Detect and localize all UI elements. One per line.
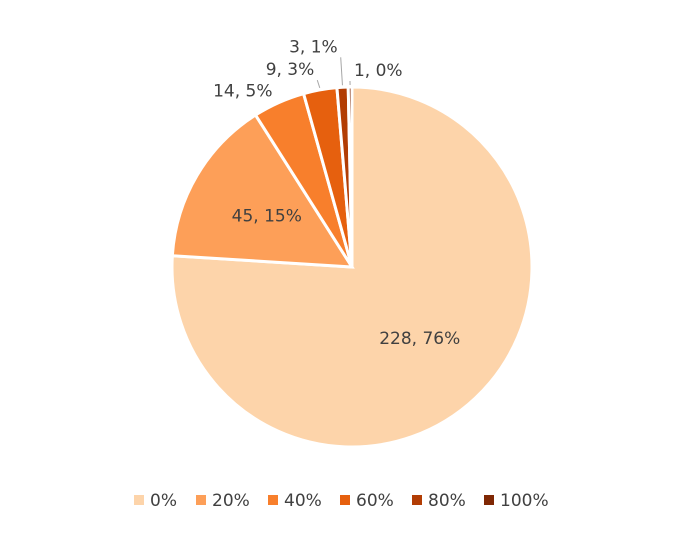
- data-label: 3, 1%: [289, 37, 338, 57]
- data-label: 1, 0%: [354, 61, 403, 81]
- legend-swatch: [412, 495, 422, 505]
- leader-line: [316, 79, 321, 89]
- legend-swatch: [268, 495, 278, 505]
- data-label: 45, 15%: [232, 207, 302, 227]
- data-label: 14, 5%: [213, 81, 272, 101]
- legend-label: 40%: [284, 491, 322, 511]
- pie-slice: [346, 85, 354, 268]
- pie-slice: [170, 112, 355, 269]
- legend-label: 0%: [150, 491, 177, 511]
- legend-swatch: [484, 495, 494, 505]
- legend-swatch: [134, 495, 144, 505]
- legend-label: 20%: [212, 491, 250, 511]
- data-label: 9, 3%: [266, 60, 315, 80]
- legend-swatch: [196, 495, 206, 505]
- legend-label: 60%: [356, 491, 394, 511]
- legend-label: 80%: [428, 491, 466, 511]
- data-label: 228, 76%: [379, 329, 460, 349]
- leader-line: [340, 57, 343, 86]
- legend-swatch: [340, 495, 350, 505]
- legend-label: 100%: [500, 491, 549, 511]
- pie-slice: [170, 85, 534, 449]
